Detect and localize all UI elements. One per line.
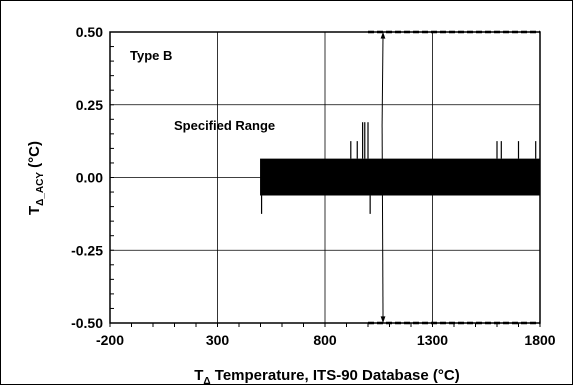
- panel-label: Type B: [130, 48, 172, 63]
- x-tick-label: 1300: [417, 332, 448, 348]
- y-axis-label: TΔ_ACY (°C): [26, 141, 46, 215]
- y-tick-label: 0.50: [76, 24, 103, 40]
- x-axis-label: TΔ Temperature, ITS-90 Database (°C): [194, 367, 460, 387]
- plot-area-border: [109, 31, 541, 324]
- annotation-arrow: [381, 124, 384, 324]
- y-tick-labels: 0.50 0.25 0.00 -0.25 -0.50: [71, 24, 103, 331]
- y-tick-label: -0.25: [71, 242, 103, 258]
- annotation-arrows: [380, 31, 386, 324]
- data-band-fill: [268, 162, 540, 188]
- y-tick-label: 0.00: [76, 170, 103, 186]
- arrowhead: [380, 32, 386, 39]
- x-tick-label: 1800: [524, 332, 555, 348]
- x-tick-label: 800: [313, 332, 337, 348]
- data-series: [260, 122, 540, 214]
- arrowhead: [380, 316, 386, 323]
- y-tick-label: 0.25: [76, 97, 103, 113]
- x-tick-label: 300: [206, 332, 230, 348]
- annotation-arrow: [381, 31, 384, 126]
- x-tick-labels: -200 300 800 1300 1800: [96, 332, 556, 348]
- x-tick-label: -200: [96, 332, 124, 348]
- y-tick-label: -0.50: [71, 315, 103, 331]
- annotation-label: Specified Range: [174, 118, 275, 133]
